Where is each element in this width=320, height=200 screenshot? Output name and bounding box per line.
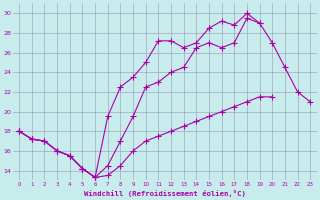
- X-axis label: Windchill (Refroidissement éolien,°C): Windchill (Refroidissement éolien,°C): [84, 190, 246, 197]
